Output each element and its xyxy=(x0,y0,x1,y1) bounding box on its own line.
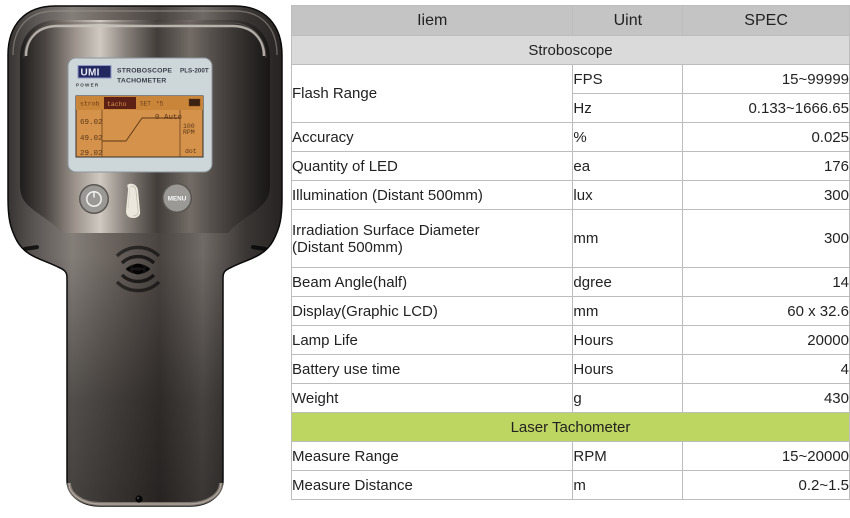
svg-text:STROBOSCOPE: STROBOSCOPE xyxy=(117,68,172,75)
svg-text:PLS-200T: PLS-200T xyxy=(180,68,209,75)
svg-text:49.02: 49.02 xyxy=(80,135,103,143)
svg-text:tacho: tacho xyxy=(107,101,127,108)
svg-text:UMI: UMI xyxy=(81,67,100,78)
svg-text:POWER: POWER xyxy=(76,82,99,87)
svg-text:SET: SET xyxy=(140,101,151,108)
svg-text:TACHOMETER: TACHOMETER xyxy=(117,78,166,85)
svg-text:MENU: MENU xyxy=(168,196,187,203)
svg-text:strob: strob xyxy=(80,101,100,108)
svg-text:69.02: 69.02 xyxy=(80,119,103,127)
svg-text:RPM: RPM xyxy=(183,129,195,136)
svg-text:*5: *5 xyxy=(156,101,164,108)
svg-text:29.02: 29.02 xyxy=(80,150,103,158)
svg-text:dot: dot xyxy=(185,148,197,155)
